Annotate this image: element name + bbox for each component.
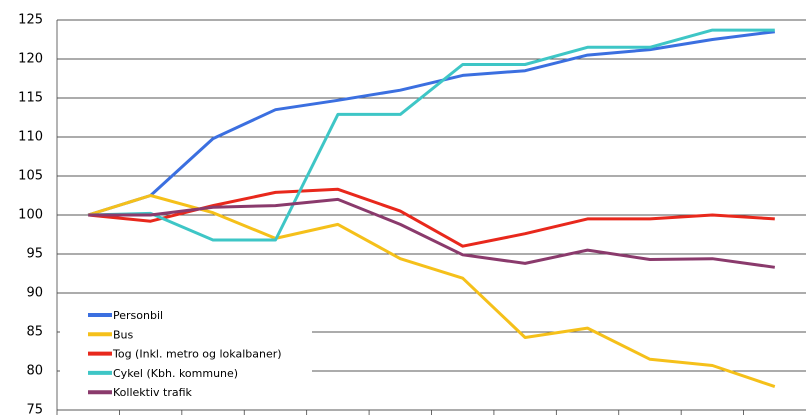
y-tick-label: 120 bbox=[18, 52, 43, 67]
y-tick-label: 105 bbox=[18, 169, 43, 184]
legend-label: Cykel (Kbh. kommune) bbox=[113, 367, 238, 380]
legend-label: Personbil bbox=[113, 309, 163, 322]
y-tick-label: 110 bbox=[18, 130, 43, 145]
legend-label: Kollektiv trafik bbox=[113, 386, 193, 399]
series-line bbox=[88, 187, 775, 248]
legend-label: Tog (Inkl. metro og lokalbaner) bbox=[112, 348, 282, 361]
legend-label: Bus bbox=[113, 328, 134, 341]
y-tick-label: 100 bbox=[18, 208, 43, 223]
series-line bbox=[88, 28, 775, 242]
y-tick-label: 115 bbox=[18, 91, 43, 106]
y-tick-label: 90 bbox=[26, 286, 43, 301]
series-line bbox=[87, 30, 775, 217]
y-tick-label: 125 bbox=[18, 13, 43, 28]
y-tick-label: 80 bbox=[26, 364, 43, 379]
y-tick-label: 95 bbox=[26, 247, 43, 262]
y-tick-label: 85 bbox=[26, 325, 43, 340]
series-line bbox=[88, 197, 776, 269]
y-tick-label: 75 bbox=[26, 403, 43, 417]
